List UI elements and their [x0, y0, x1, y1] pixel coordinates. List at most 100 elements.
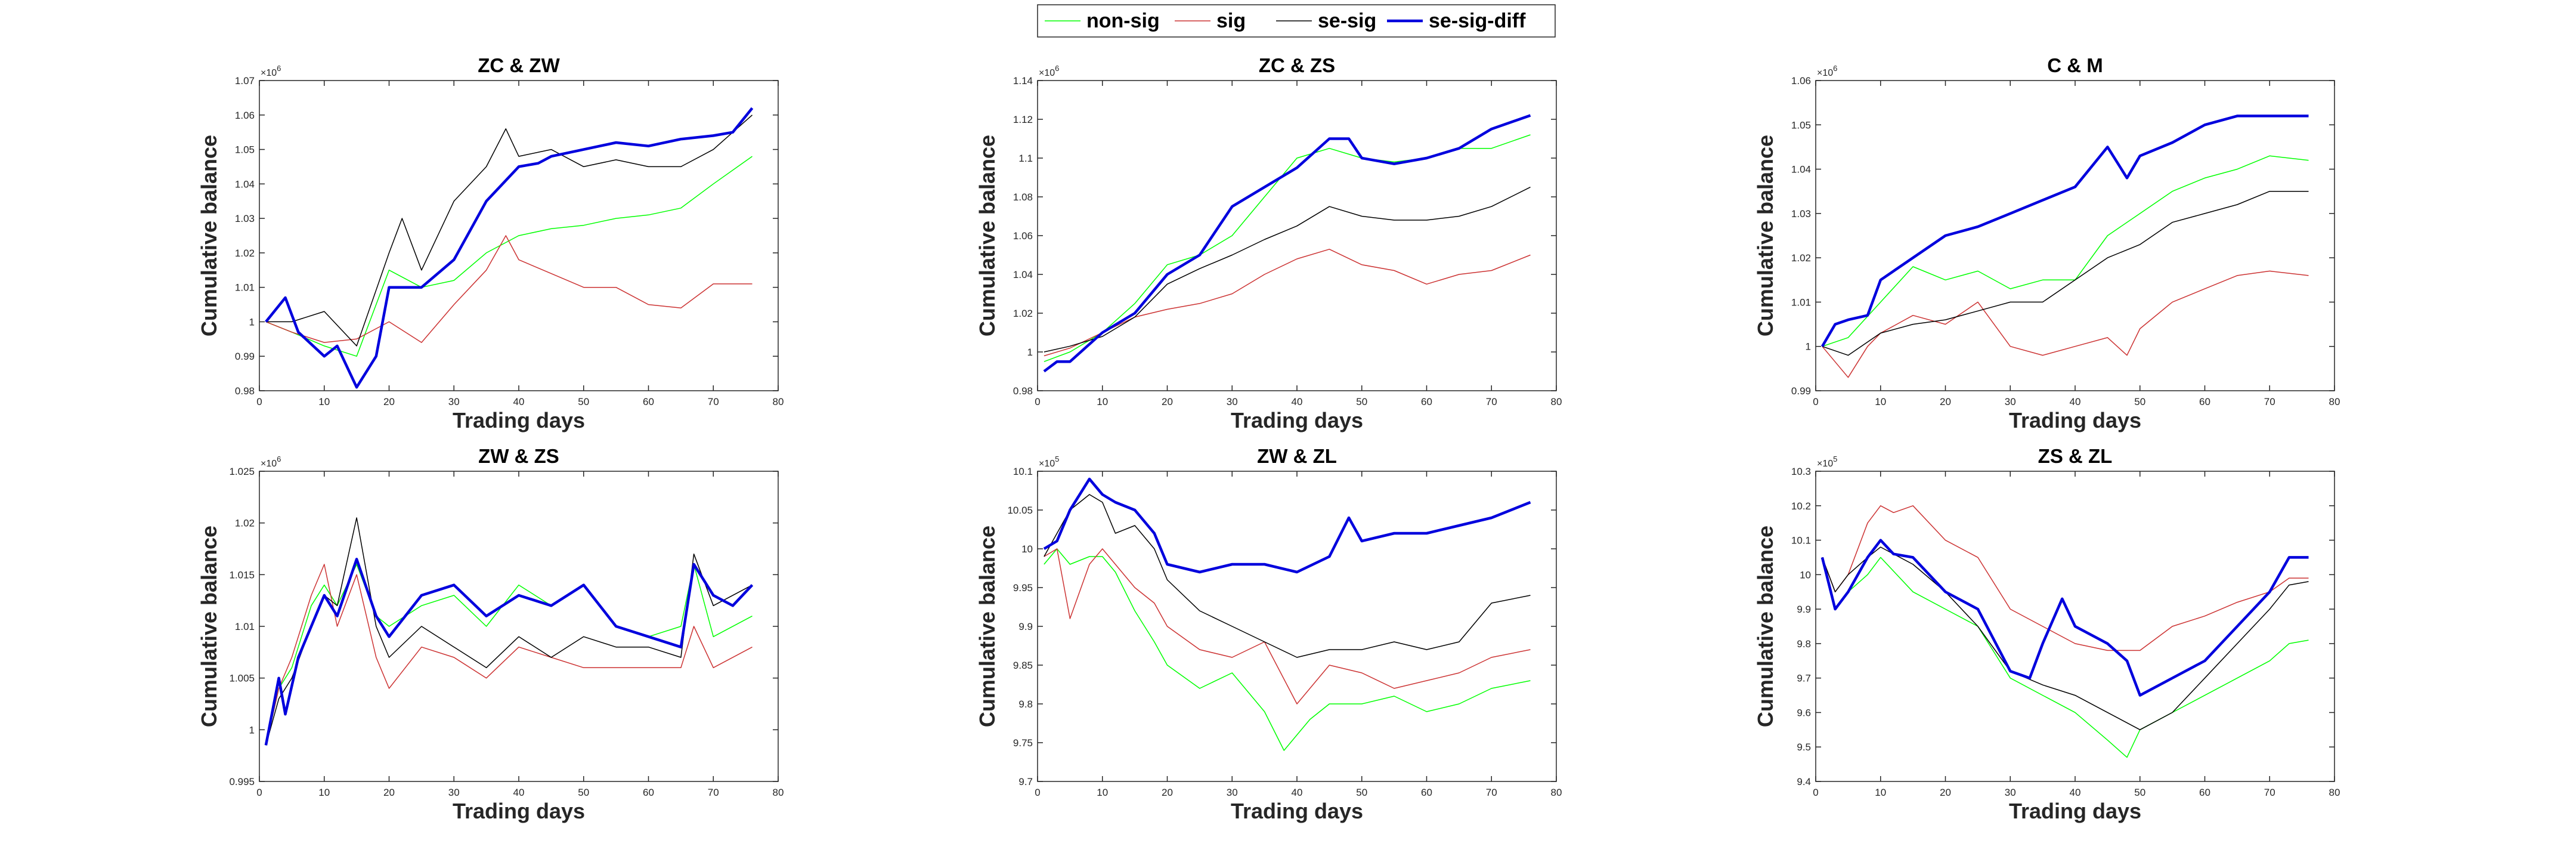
chart-panel-6: 0 10 20 30 40 50 60 70 80 9.4 9.5 9.6 9.7 9.8 9.9 10 10.…: [1753, 445, 2340, 823]
y-tick-label: 1.015: [229, 569, 255, 580]
y-axis-label: Cumulative balance: [197, 135, 221, 336]
y-tick-label: 1.02: [1013, 308, 1033, 319]
exponent-power: 6: [277, 455, 281, 464]
x-tick-label: 20: [1162, 787, 1173, 798]
series-line-se-sig-diff: [1820, 115, 2309, 347]
y-axis-exponent: ×105: [1039, 455, 1059, 469]
y-tick-label: 1.06: [1791, 75, 1811, 86]
series-line-sig: [265, 235, 753, 343]
x-tick-label: 70: [1486, 396, 1497, 407]
y-axis-label: Cumulative balance: [1753, 526, 1778, 727]
x-tick-label: 80: [773, 396, 784, 407]
x-tick-label: 50: [2134, 396, 2145, 407]
x-axis-label: Trading days: [1231, 408, 1363, 432]
y-tick-label: 9.85: [1013, 660, 1033, 671]
y-tick-label: 9.5: [1797, 741, 1811, 753]
series-line-sig: [1044, 249, 1531, 357]
y-tick-label: 1.01: [1791, 296, 1811, 308]
plot-area: [259, 471, 778, 781]
exponent-base-value: 10: [1044, 459, 1055, 469]
y-axis-exponent: ×106: [1039, 64, 1059, 78]
x-tick-label: 10: [1875, 787, 1886, 798]
exponent-power: 5: [1055, 455, 1059, 464]
y-tick-label: 10.2: [1791, 500, 1811, 512]
y-tick-label: 1.04: [1791, 164, 1811, 175]
x-tick-label: 70: [708, 787, 719, 798]
y-axis-exponent: ×106: [1817, 64, 1837, 78]
series-line-non-sig: [1822, 155, 2309, 347]
y-tick-label: 9.75: [1013, 737, 1033, 749]
x-tick-label: 80: [2329, 787, 2340, 798]
exponent-base-value: 10: [1822, 459, 1833, 469]
exponent-base-value: 10: [266, 459, 277, 469]
y-tick-label: 10: [1800, 569, 1811, 580]
x-tick-label: 60: [2199, 396, 2210, 407]
x-axis-label: Trading days: [453, 799, 585, 823]
x-tick-label: 70: [2264, 396, 2275, 407]
x-tick-label: 0: [1813, 787, 1818, 798]
x-tick-label: 30: [1227, 787, 1238, 798]
y-tick-label: 1.04: [235, 178, 255, 190]
plot-area: [1816, 81, 2334, 391]
series-line-sig: [1822, 270, 2309, 378]
x-tick-label: 40: [513, 396, 525, 407]
x-tick-label: 80: [1551, 787, 1562, 798]
series-line-se-sig-diff: [1820, 539, 2309, 697]
y-tick-label: 9.7: [1797, 673, 1811, 684]
y-axis-label: Cumulative balance: [197, 526, 221, 727]
y-tick-label: 0.98: [1013, 385, 1033, 397]
x-tick-label: 20: [383, 396, 395, 407]
y-tick-label: 1.03: [1791, 208, 1811, 220]
y-tick-label: 9.8: [1797, 638, 1811, 650]
x-tick-label: 80: [1551, 396, 1562, 407]
x-axis-label: Trading days: [2009, 408, 2141, 432]
y-axis-label: Cumulative balance: [1753, 135, 1778, 336]
exponent-power: 6: [1833, 64, 1837, 73]
x-tick-label: 50: [1356, 396, 1367, 407]
chart-title: ZS & ZL: [2038, 445, 2113, 467]
y-tick-label: 1: [249, 724, 255, 736]
y-tick-label: 10.1: [1791, 535, 1811, 546]
legend-entry-se-sig-diff: se-sig-diff: [1387, 10, 1526, 32]
x-tick-label: 50: [578, 787, 589, 798]
series-line-se-sig: [1044, 494, 1531, 658]
y-tick-label: 1.08: [1013, 191, 1033, 203]
y-tick-label: 9.9: [1797, 604, 1811, 615]
y-tick-label: 9.4: [1797, 776, 1811, 787]
x-tick-label: 10: [318, 787, 330, 798]
exponent-base: ×: [1817, 68, 1822, 78]
y-tick-label: 1.14: [1013, 75, 1033, 86]
series-line-sig: [1822, 505, 2309, 651]
x-tick-label: 70: [2264, 787, 2275, 798]
x-tick-label: 60: [1421, 396, 1432, 407]
y-tick-label: 9.7: [1018, 776, 1033, 787]
series-line-sig: [265, 564, 753, 746]
y-tick-label: 9.8: [1018, 699, 1033, 710]
chart-panel-4: 0 10 20 30 40 50 60 70 80 0.995 1 1.005 1.01 1.015 1.0…: [197, 445, 784, 823]
y-tick-label: 1.05: [1791, 119, 1811, 131]
x-tick-label: 60: [643, 396, 654, 407]
y-tick-label: 1.06: [235, 110, 255, 121]
x-tick-label: 20: [1162, 396, 1173, 407]
chart-title: ZW & ZL: [1257, 445, 1337, 467]
exponent-power: 6: [277, 64, 281, 73]
x-tick-label: 50: [578, 396, 589, 407]
x-tick-label: 30: [448, 396, 460, 407]
y-tick-label: 1.025: [229, 466, 255, 477]
x-tick-label: 30: [2005, 396, 2016, 407]
x-tick-label: 60: [643, 787, 654, 798]
chart-title: ZC & ZW: [478, 54, 560, 76]
chart-title: ZC & ZS: [1259, 54, 1335, 76]
x-tick-label: 40: [513, 787, 525, 798]
y-tick-label: 1.005: [229, 673, 255, 684]
y-tick-label: 1.04: [1013, 269, 1033, 280]
series-line-non-sig: [1822, 557, 2309, 758]
x-tick-label: 40: [1292, 787, 1303, 798]
series-line-se-sig-diff: [1043, 477, 1531, 574]
y-tick-label: 0.995: [229, 776, 255, 787]
legend: non-sig sig se-sig se-sig-diff: [1037, 4, 1556, 38]
x-axis-label: Trading days: [453, 408, 585, 432]
y-tick-label: 1.07: [235, 75, 255, 86]
chart-title: C & M: [2047, 54, 2103, 76]
legend-entry-non-sig: non-sig: [1045, 10, 1160, 32]
